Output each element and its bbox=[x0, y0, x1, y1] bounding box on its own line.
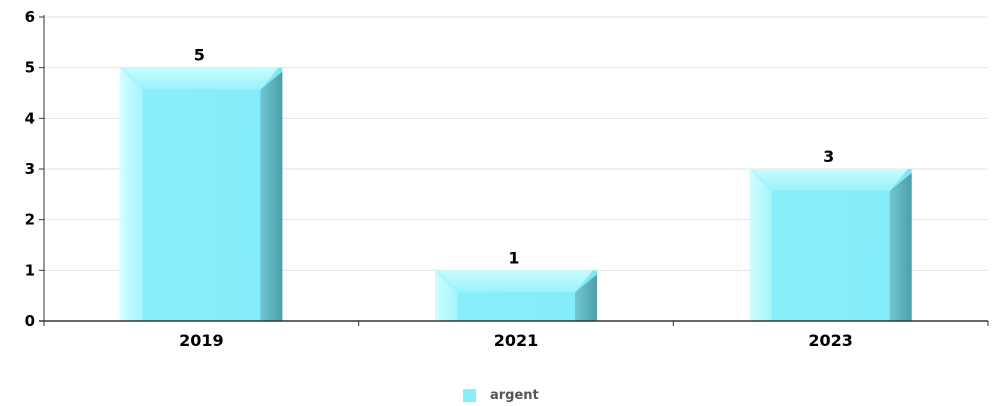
y-tick-label: 3 bbox=[25, 160, 35, 178]
y-tick-label: 4 bbox=[25, 109, 35, 127]
data-label: 5 bbox=[194, 46, 205, 65]
x-tick-label: 2019 bbox=[179, 331, 224, 350]
bar-front bbox=[120, 67, 283, 322]
legend-swatch-argent bbox=[463, 389, 476, 402]
bar-left-bevel bbox=[435, 270, 457, 321]
bar-chart: 0 1 2 3 4 5 6 5 2019 1 2021 3 2023 bbox=[25, 8, 989, 350]
y-tick-label: 6 bbox=[25, 8, 35, 26]
bar-left-bevel bbox=[120, 67, 143, 322]
data-label: 1 bbox=[508, 248, 519, 267]
bar-right-bevel bbox=[889, 173, 912, 321]
x-tick-label: 2021 bbox=[494, 331, 539, 350]
bar-2019 bbox=[120, 67, 283, 322]
data-label: 3 bbox=[823, 147, 834, 166]
bars bbox=[120, 67, 912, 322]
bar-top-bevel bbox=[439, 270, 593, 293]
labels: 0 1 2 3 4 5 6 5 2019 1 2021 3 2023 bbox=[25, 8, 853, 350]
bar-2021 bbox=[435, 270, 597, 321]
y-tick-label: 2 bbox=[25, 211, 35, 229]
y-tick-label: 5 bbox=[25, 59, 35, 77]
y-tick-label: 0 bbox=[25, 312, 35, 330]
legend-label-argent: argent bbox=[490, 388, 539, 403]
bar-top-bevel bbox=[124, 67, 279, 90]
legend: argent bbox=[463, 388, 539, 403]
bar-2023 bbox=[749, 169, 912, 321]
x-tick-label: 2023 bbox=[808, 331, 853, 350]
bar-left-bevel bbox=[749, 169, 772, 321]
bar-right-bevel bbox=[575, 274, 597, 321]
axes bbox=[39, 15, 989, 326]
bar-right-bevel bbox=[260, 71, 283, 322]
bar-front bbox=[749, 169, 912, 321]
bar-top-bevel bbox=[753, 169, 908, 191]
y-tick-label: 1 bbox=[25, 261, 35, 279]
